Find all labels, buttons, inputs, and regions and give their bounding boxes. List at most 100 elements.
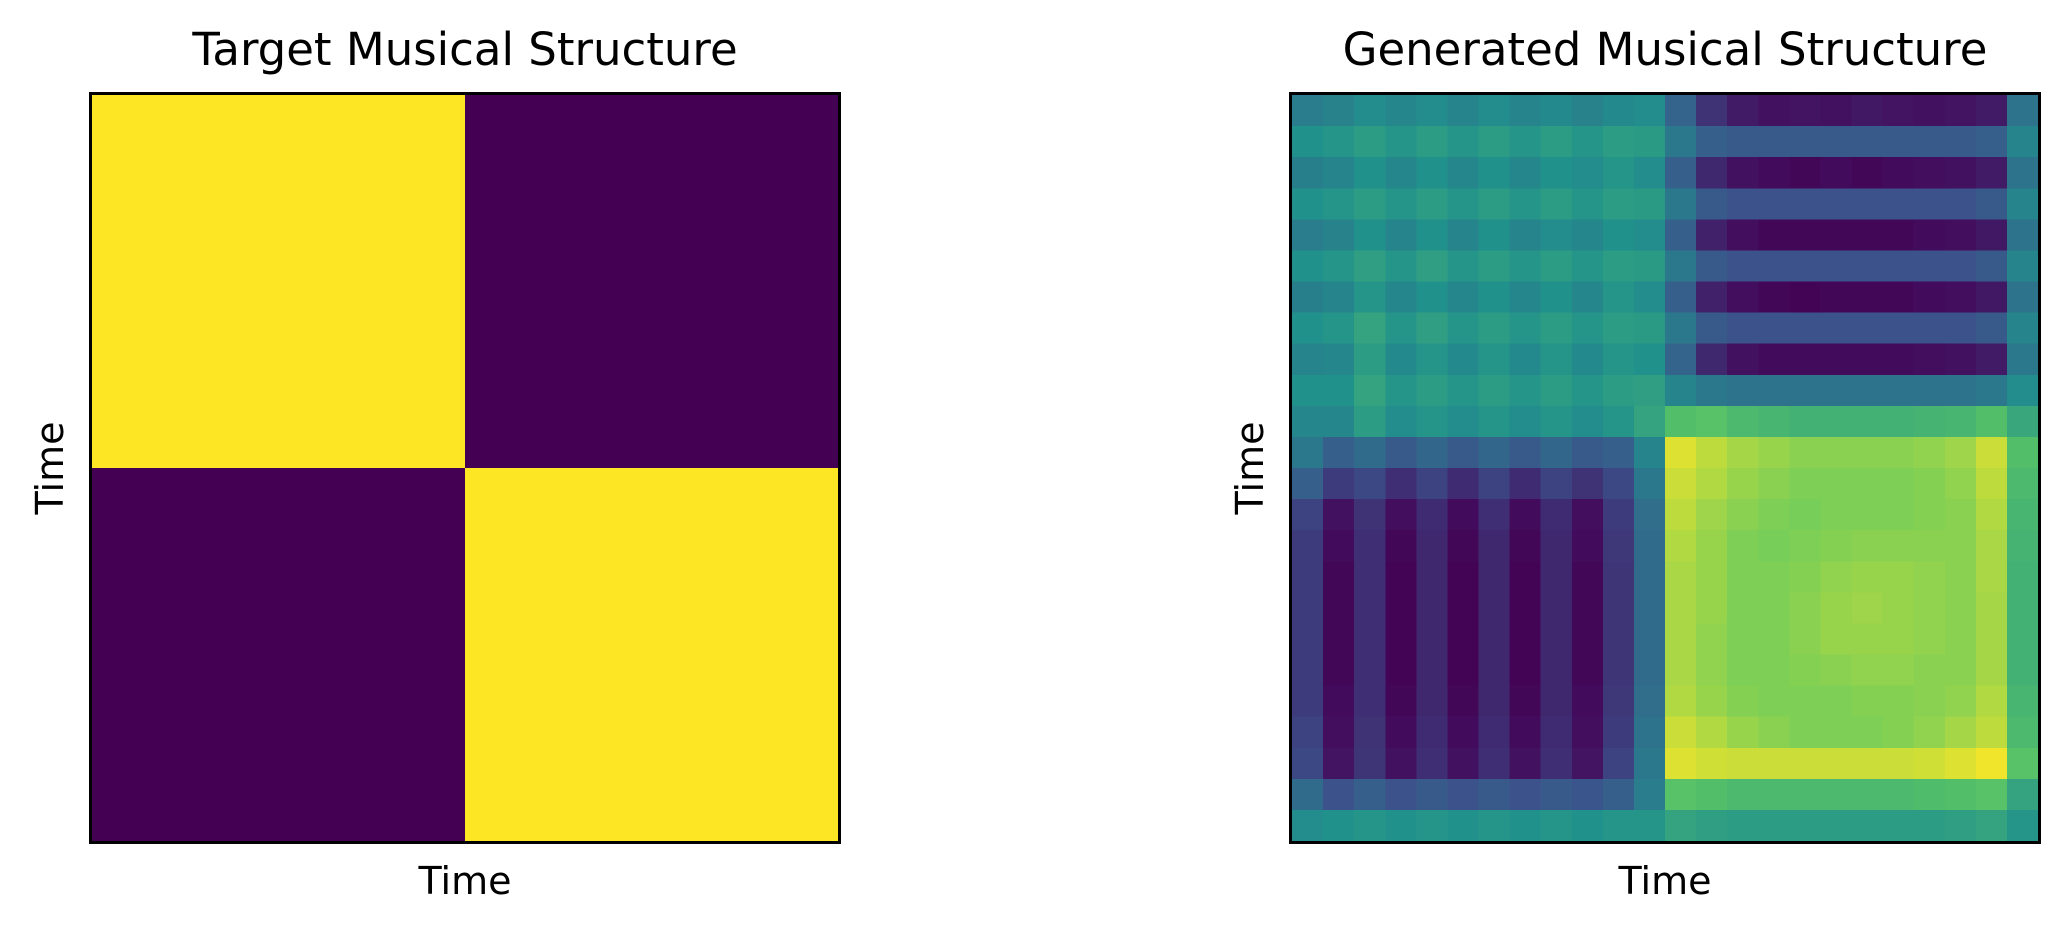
heatmap-cell xyxy=(1571,157,1604,189)
heatmap-cell xyxy=(1789,778,1821,811)
heatmap-cell xyxy=(1416,126,1448,158)
heatmap-cell xyxy=(1665,809,1697,841)
heatmap-cell xyxy=(1416,405,1448,438)
heatmap-cell xyxy=(1323,623,1355,655)
heatmap-cell xyxy=(1851,126,1883,158)
heatmap-cell xyxy=(1416,530,1448,562)
heatmap-cell xyxy=(1882,809,1915,841)
heatmap-cell xyxy=(2006,654,2038,686)
heatmap-cell xyxy=(1478,809,1510,841)
heatmap-cell xyxy=(1789,281,1821,313)
heatmap-cell xyxy=(2006,468,2038,500)
heatmap-cell xyxy=(1509,654,1542,686)
heatmap-cell xyxy=(1478,126,1510,158)
heatmap-cell xyxy=(1323,530,1355,562)
heatmap-cell xyxy=(1633,343,1666,376)
heatmap-cell xyxy=(1447,312,1479,345)
heatmap-cell xyxy=(1571,654,1604,686)
heatmap-cell xyxy=(1727,405,1759,438)
heatmap-cell xyxy=(1633,436,1666,469)
x-axis-label: Time xyxy=(418,859,512,903)
heatmap-cell xyxy=(1447,530,1479,562)
heatmap-cell xyxy=(1851,188,1883,220)
heatmap-cell xyxy=(1447,188,1479,220)
heatmap-cell xyxy=(2006,126,2038,158)
heatmap-cell xyxy=(1789,809,1821,841)
heatmap-cell xyxy=(1509,312,1542,345)
heatmap-cell xyxy=(1851,468,1883,500)
heatmap-cell xyxy=(1727,623,1759,655)
heatmap-cell xyxy=(1292,778,1324,811)
heatmap-cell xyxy=(1416,778,1448,811)
heatmap-cell xyxy=(1758,747,1790,780)
heatmap-cell xyxy=(1665,374,1697,407)
heatmap-cell xyxy=(1385,405,1417,438)
heatmap-cell xyxy=(1354,436,1386,469)
heatmap-cell xyxy=(1758,95,1790,127)
heatmap-cell xyxy=(1789,343,1821,376)
heatmap-cell xyxy=(1633,374,1666,407)
heatmap-cell xyxy=(1602,747,1635,780)
heatmap-cell xyxy=(1292,250,1324,282)
heatmap-cell xyxy=(1851,312,1883,345)
heatmap-cell xyxy=(1913,188,1946,220)
heatmap-cell xyxy=(1571,343,1604,376)
heatmap-cell xyxy=(1292,436,1324,469)
heatmap-cell xyxy=(1323,126,1355,158)
heatmap-cell xyxy=(1416,219,1448,251)
heatmap-cell xyxy=(1447,685,1479,718)
heatmap-cell xyxy=(1540,778,1573,811)
heatmap-cell xyxy=(1727,188,1759,220)
target-structure-panel: Target Musical Structure Time Time xyxy=(0,0,900,934)
heatmap-cell xyxy=(465,95,838,469)
heatmap-cell xyxy=(1696,747,1728,780)
heatmap-cell xyxy=(1292,374,1324,407)
heatmap-cell xyxy=(1975,219,2008,251)
heatmap-cell xyxy=(1602,374,1635,407)
heatmap-cell xyxy=(1882,530,1915,562)
heatmap-cell xyxy=(1354,654,1386,686)
heatmap-cell xyxy=(1913,654,1946,686)
heatmap-cell xyxy=(1789,126,1821,158)
heatmap-cell xyxy=(1882,219,1915,251)
heatmap-cell xyxy=(1509,95,1542,127)
heatmap-cell xyxy=(2006,312,2038,345)
heatmap-cell xyxy=(1416,188,1448,220)
heatmap-cell xyxy=(1882,312,1915,345)
heatmap-cell xyxy=(1882,592,1915,624)
heatmap-cell xyxy=(1820,312,1852,345)
heatmap-cell xyxy=(1509,778,1542,811)
heatmap-cell xyxy=(1354,157,1386,189)
heatmap-cell xyxy=(1292,530,1324,562)
heatmap-cell xyxy=(1323,685,1355,718)
heatmap-cell xyxy=(1633,312,1666,345)
heatmap-cell xyxy=(2006,561,2038,593)
heatmap-cell xyxy=(1447,126,1479,158)
heatmap-cell xyxy=(1292,95,1324,127)
heatmap-cell xyxy=(1696,126,1728,158)
heatmap-cell xyxy=(1385,685,1417,718)
heatmap-cell xyxy=(1913,623,1946,655)
heatmap-cell xyxy=(2006,188,2038,220)
heatmap-cell xyxy=(1789,716,1821,749)
heatmap-cell xyxy=(1602,654,1635,686)
heatmap-cell xyxy=(1416,654,1448,686)
heatmap-cell xyxy=(1385,654,1417,686)
heatmap-cell xyxy=(1385,530,1417,562)
heatmap-cell xyxy=(1633,561,1666,593)
heatmap-cell xyxy=(1540,374,1573,407)
heatmap-cell xyxy=(1571,188,1604,220)
heatmap-cell xyxy=(1323,468,1355,500)
heatmap-cell xyxy=(1509,623,1542,655)
heatmap-cell xyxy=(1789,374,1821,407)
heatmap-cell xyxy=(1789,747,1821,780)
heatmap-cell xyxy=(1447,716,1479,749)
heatmap-cell xyxy=(1851,499,1883,531)
heatmap-cell xyxy=(1447,468,1479,500)
heatmap-cell xyxy=(1633,654,1666,686)
heatmap-cell xyxy=(1602,95,1635,127)
heatmap-cell xyxy=(1416,499,1448,531)
heatmap-cell xyxy=(1602,809,1635,841)
heatmap-cell xyxy=(1602,126,1635,158)
heatmap-cell xyxy=(1727,95,1759,127)
